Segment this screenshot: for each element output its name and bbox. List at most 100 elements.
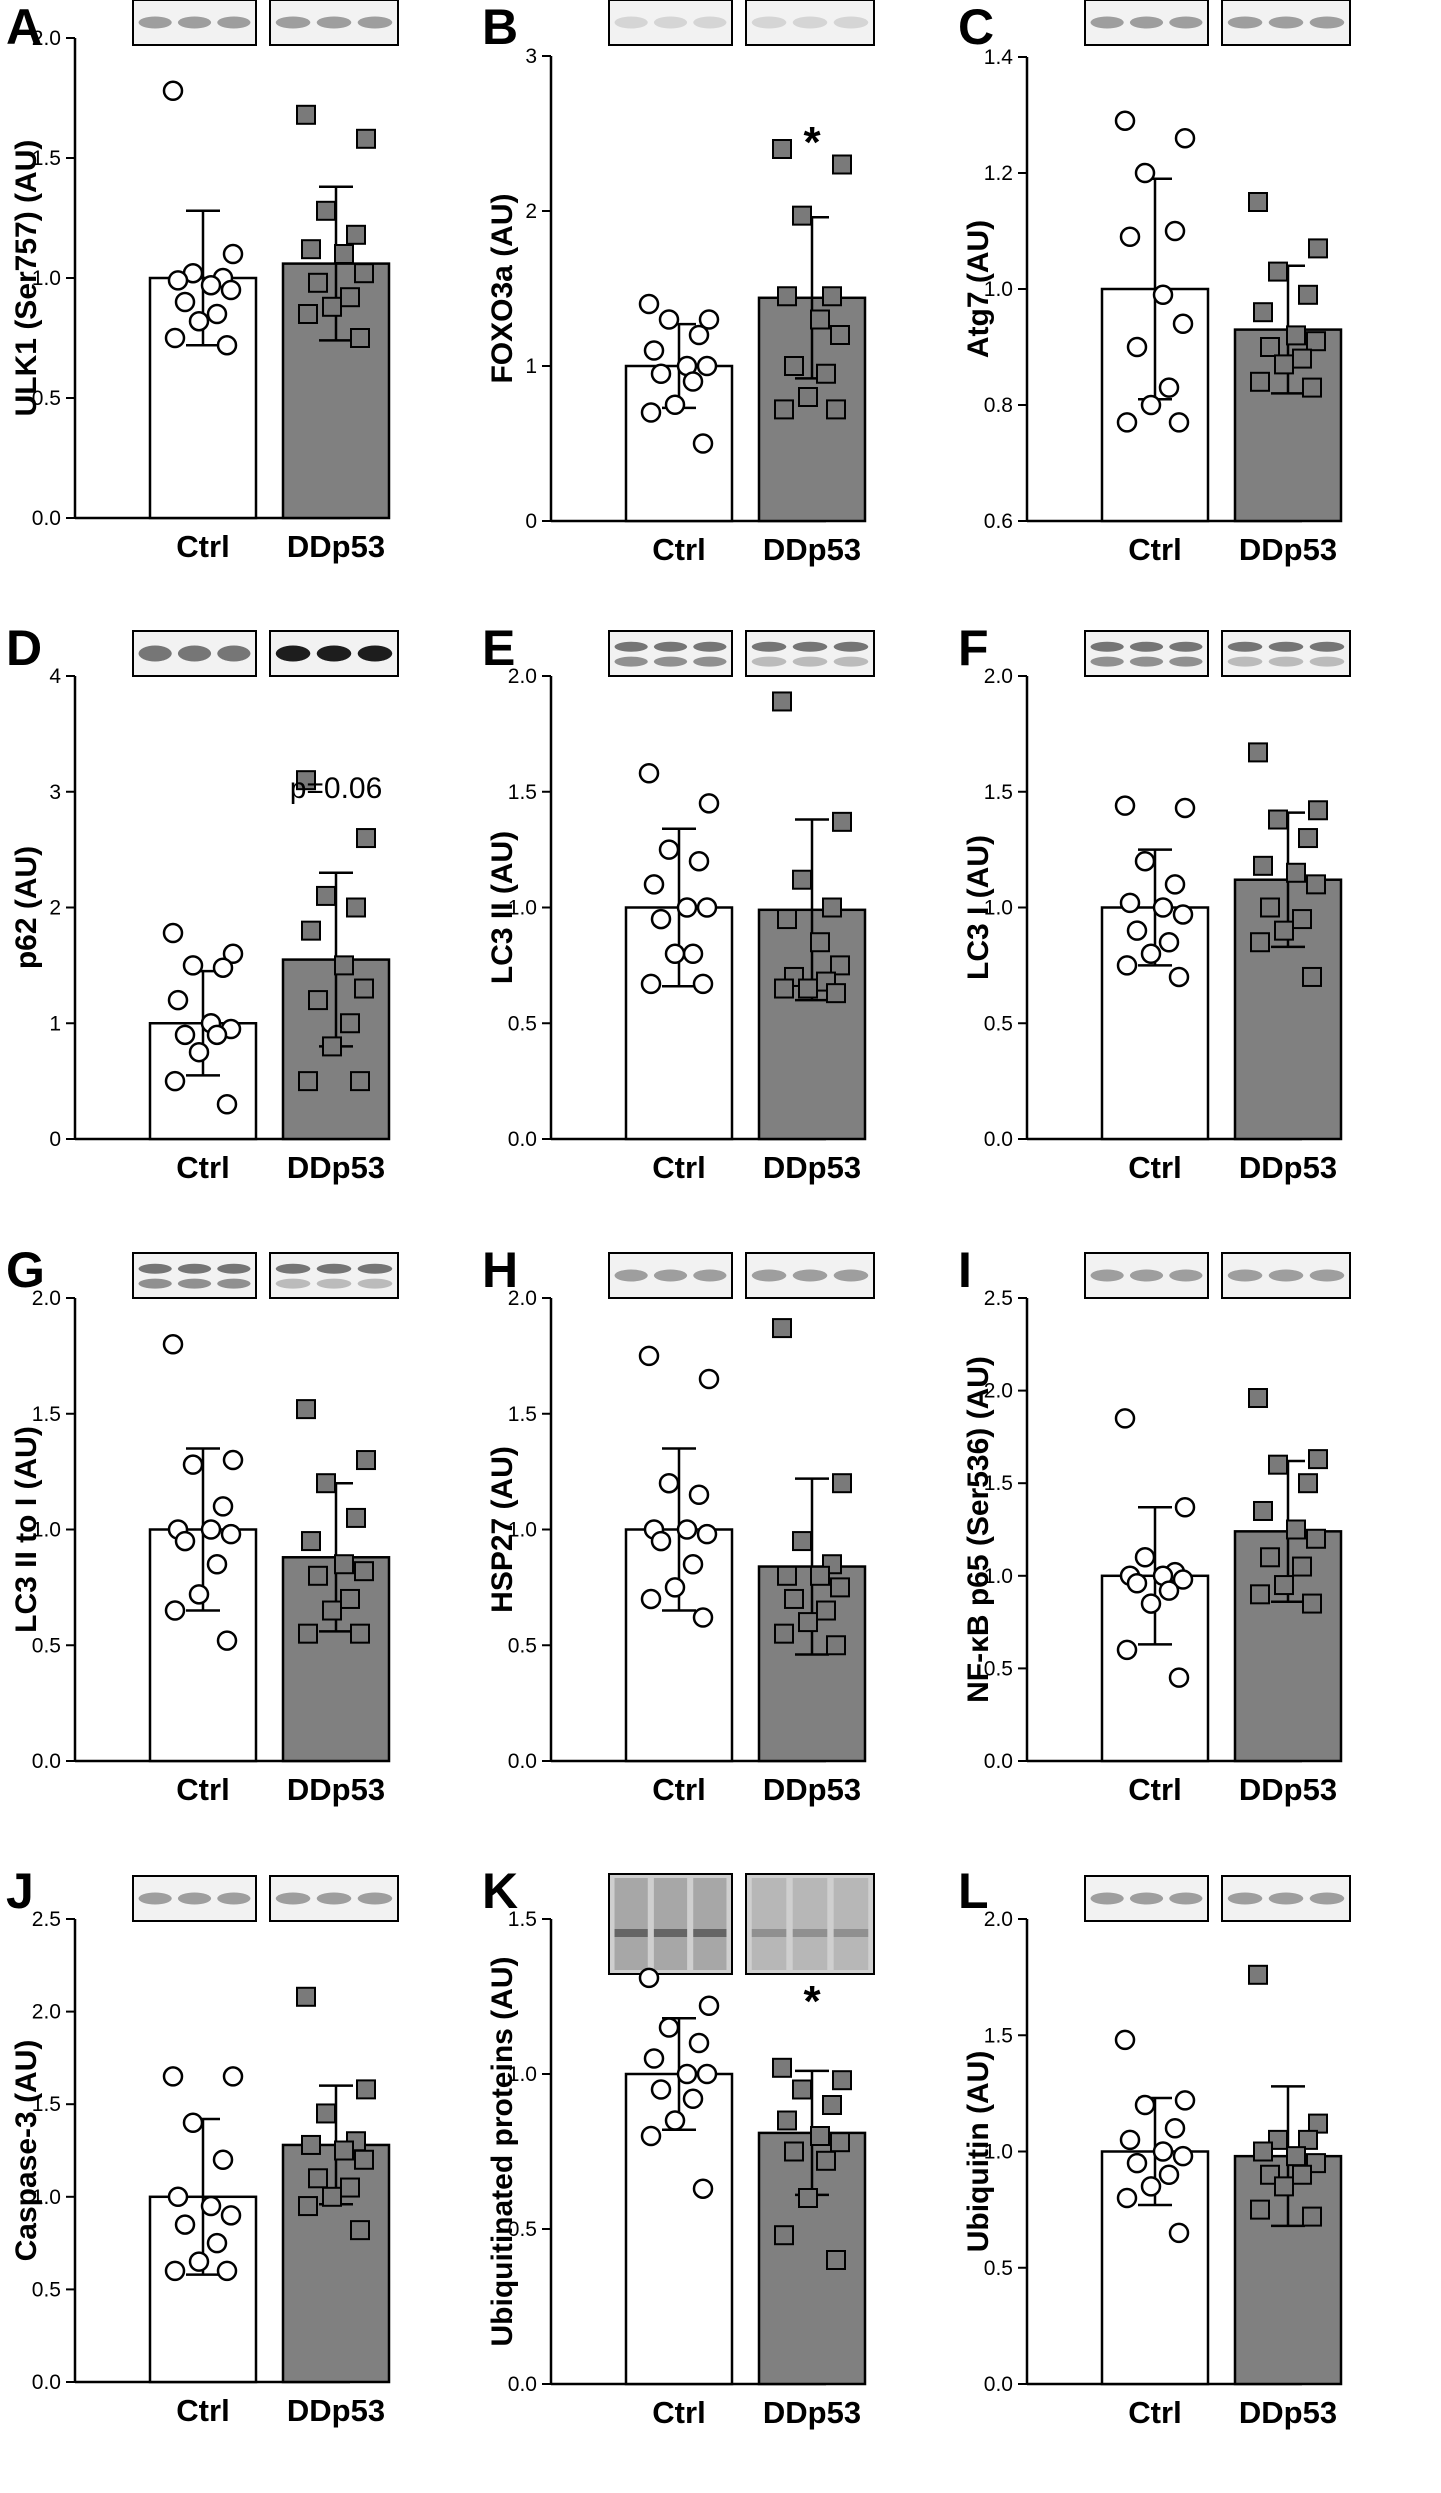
blot-band — [1309, 1269, 1345, 1282]
blot-band — [1268, 1269, 1304, 1282]
blot-band — [833, 1269, 869, 1282]
x-category-label-ctrl: Ctrl — [652, 2395, 705, 2430]
blot-band — [614, 1929, 648, 1937]
blot-band — [792, 656, 828, 667]
data-point-ctrl — [182, 2112, 204, 2133]
y-axis-label: Ubiquitin (AU) — [962, 2051, 995, 2253]
y-tick-label: 3 — [525, 45, 537, 68]
data-point-ctrl — [174, 2214, 196, 2235]
panel-letter: A — [6, 0, 42, 55]
blot-band — [275, 16, 311, 29]
blot-band — [138, 1263, 172, 1274]
y-tick-label: 0.0 — [984, 1750, 1013, 1773]
data-point-ctrl — [216, 1630, 238, 1651]
y-tick-label: 0.5 — [984, 2257, 1013, 2280]
data-point-ctrl — [1116, 412, 1138, 433]
data-point-ddp53 — [301, 239, 321, 260]
data-point-ctrl — [164, 327, 186, 349]
blot-band — [1268, 1892, 1304, 1905]
data-point-ctrl — [188, 1584, 210, 1605]
data-point-ctrl — [698, 309, 720, 330]
western-blot-ctrl — [608, 630, 733, 677]
y-tick-label: 1.0 — [508, 897, 537, 920]
data-point-ctrl — [1174, 797, 1196, 819]
data-point-ctrl — [167, 2186, 189, 2208]
y-tick-label: 1.5 — [508, 1908, 537, 1931]
blot-band — [357, 1892, 393, 1905]
data-point-ddp53 — [298, 1623, 318, 1644]
data-point-ddp53 — [356, 2079, 376, 2100]
data-point-ctrl — [638, 762, 660, 784]
y-axis-label: p62 (AU) — [10, 846, 43, 969]
data-point-ddp53 — [792, 869, 812, 890]
data-point-ddp53 — [1298, 828, 1318, 849]
data-point-ddp53 — [308, 272, 328, 293]
data-point-ctrl — [638, 293, 660, 315]
y-tick-label: 1.0 — [32, 267, 61, 290]
data-point-ctrl — [1164, 220, 1186, 242]
y-axis-label: LC3 II to I (AU) — [10, 1426, 43, 1633]
data-point-ctrl — [174, 291, 196, 313]
data-point-ctrl — [664, 394, 686, 415]
data-point-ctrl — [676, 2063, 698, 2085]
blot-band — [177, 1892, 212, 1905]
x-category-label-ddp53: DDp53 — [1239, 1772, 1337, 1807]
data-point-ctrl — [216, 2260, 238, 2282]
data-point-ctrl — [658, 839, 680, 860]
y-axis-label: HSP27 (AU) — [486, 1446, 519, 1613]
data-point-ddp53 — [1292, 1556, 1312, 1577]
data-point-ddp53 — [334, 1554, 354, 1575]
data-point-ctrl — [688, 1484, 710, 1506]
data-point-ddp53 — [798, 978, 818, 999]
y-axis-label: Atg7 (AU) — [962, 220, 995, 358]
blot-lane-smear — [693, 1878, 727, 1970]
data-point-ddp53 — [798, 2188, 818, 2208]
p-value-annotation: p=0.06 — [290, 772, 383, 805]
y-tick-label: 0.5 — [984, 1657, 1013, 1680]
blot-band — [177, 16, 212, 29]
data-point-ctrl — [1168, 1667, 1190, 1688]
y-axis-label: Ubiquitinated proteins (AU) — [486, 1957, 519, 2347]
x-category-label-ctrl: Ctrl — [652, 1150, 705, 1185]
data-point-ddp53 — [1248, 192, 1268, 212]
data-point-ddp53 — [1308, 238, 1328, 259]
data-point-ctrl — [650, 1530, 672, 1552]
blot-band — [217, 1278, 251, 1289]
blot-band — [1169, 16, 1203, 29]
x-category-label-ddp53: DDp53 — [763, 532, 861, 567]
y-tick-label: 1 — [49, 1012, 61, 1035]
data-point-ddp53 — [354, 263, 374, 284]
data-point-ctrl — [682, 2088, 704, 2110]
y-tick-label: 0.5 — [508, 1012, 537, 1035]
data-point-ddp53 — [356, 828, 376, 849]
data-point-ddp53 — [354, 2149, 374, 2170]
blot-band — [751, 656, 787, 667]
data-point-ctrl — [222, 943, 244, 965]
x-category-label-ctrl: Ctrl — [1128, 1772, 1181, 1807]
blot-band — [833, 1929, 869, 1937]
y-tick-label: 0.0 — [984, 2373, 1013, 2396]
data-point-ddp53 — [810, 309, 830, 330]
x-category-label-ctrl: Ctrl — [652, 532, 705, 567]
data-point-ddp53 — [296, 1399, 316, 1420]
blot-band — [1090, 1892, 1124, 1905]
blot-band — [1090, 656, 1124, 667]
data-point-ctrl — [216, 334, 238, 356]
data-point-ctrl — [1172, 1569, 1194, 1590]
blot-band — [833, 16, 869, 29]
data-point-ctrl — [1126, 2152, 1148, 2174]
significance-marker: * — [803, 118, 821, 167]
blot-band — [1169, 641, 1203, 652]
data-point-ctrl — [692, 433, 714, 454]
data-point-ctrl — [206, 1024, 228, 1046]
data-point-ctrl — [692, 973, 714, 995]
data-point-ddp53 — [774, 399, 794, 420]
data-point-ddp53 — [832, 154, 852, 175]
chart-panel-h: H 0.0 0.5 1.0 1.5 2.0 HSP27 (AU) Ctrl DDp53 — [482, 1242, 875, 1807]
y-tick-label: 1.0 — [984, 1565, 1013, 1588]
western-blot-ddp53 — [269, 1252, 399, 1299]
data-point-ctrl — [164, 1070, 186, 1092]
data-point-ctrl — [643, 2048, 665, 2069]
data-point-ddp53 — [296, 104, 316, 125]
data-point-ctrl — [696, 1523, 718, 1545]
